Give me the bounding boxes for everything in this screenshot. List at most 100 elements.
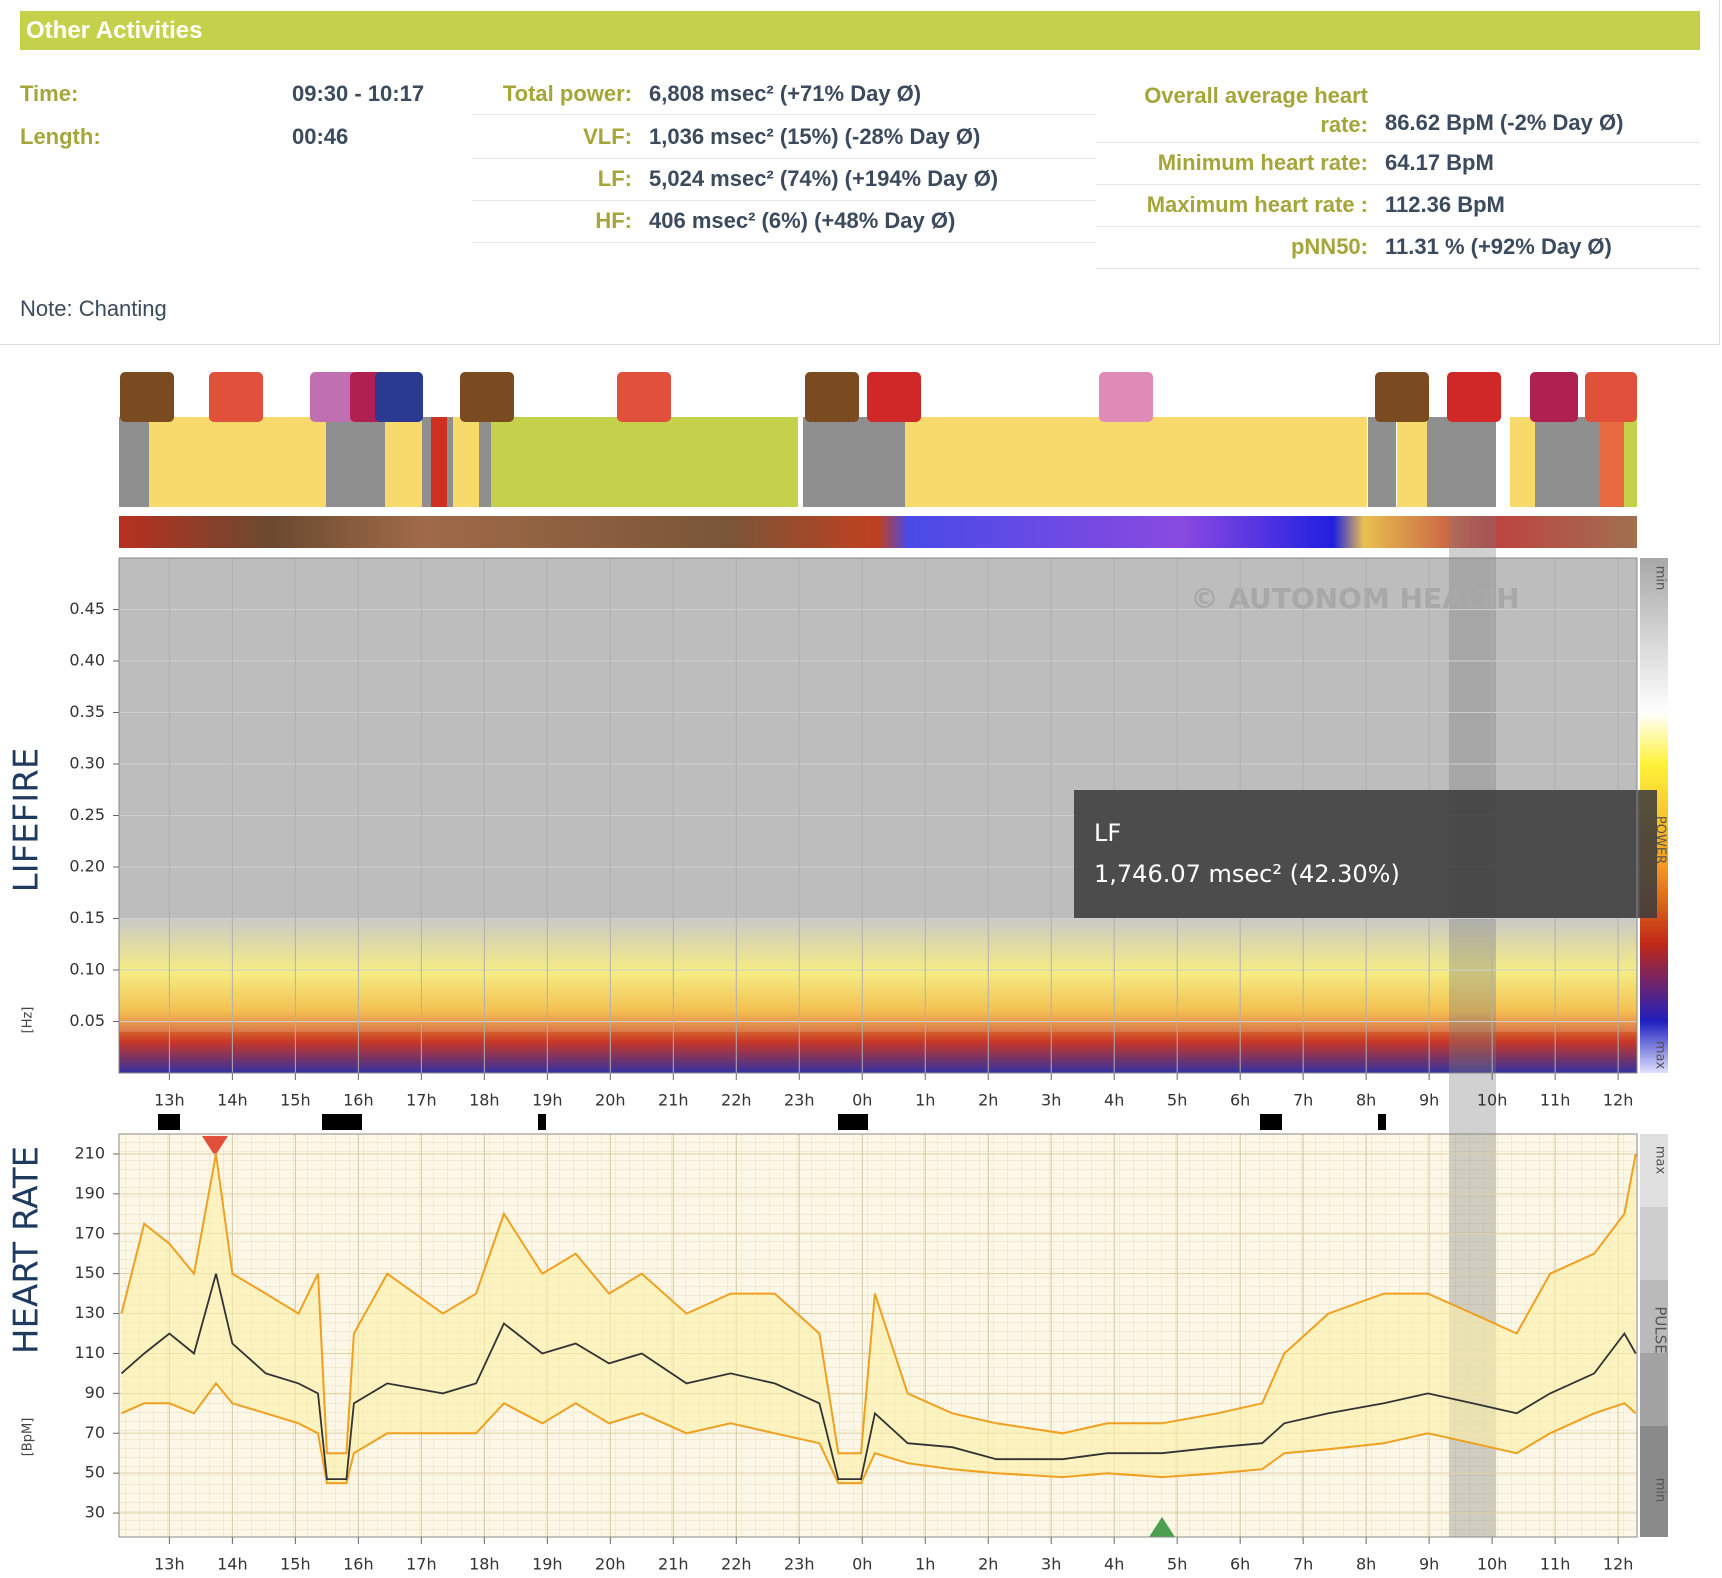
y-tick-label: 110 — [74, 1343, 105, 1362]
note: Note: Chanting — [20, 296, 167, 321]
x-tick-label: 12h — [1603, 1555, 1634, 1574]
label: Overall average heart rate: — [1144, 83, 1368, 137]
x-tick-label: 16h — [343, 1555, 374, 1574]
label: Maximum heart rate : — [1146, 192, 1368, 217]
label: Time: — [20, 81, 79, 106]
pulse-legend — [1640, 1134, 1668, 1537]
activity-bands — [119, 417, 1637, 507]
divider — [472, 158, 1096, 159]
x-tick-label: 18h — [469, 1091, 500, 1110]
x-tick-label: 9h — [1419, 1091, 1439, 1110]
value: 09:30 - 10:17 — [292, 81, 425, 106]
legend-label: max — [1653, 1041, 1668, 1070]
tooltip — [1074, 790, 1657, 918]
x-tick-label: 23h — [784, 1091, 815, 1110]
y-tick-label: 30 — [85, 1503, 105, 1522]
y-tick-label: 0.30 — [69, 754, 105, 773]
x-tick-label: 2h — [978, 1091, 998, 1110]
lf-band — [119, 918, 1637, 1032]
x-tick-label: 4h — [1104, 1555, 1124, 1574]
x-tick-label: 9h — [1419, 1555, 1439, 1574]
label: pNN50: — [1290, 234, 1368, 259]
tooltip-text: 1,746.07 msec² (42.30%) — [1094, 860, 1400, 888]
tooltip-title: LF — [1094, 819, 1121, 847]
value: 6,808 msec² (+71% Day Ø) — [649, 81, 922, 106]
x-tick-label: 21h — [658, 1091, 689, 1110]
x-tick-label: 23h — [784, 1555, 815, 1574]
x-tick-label: 21h — [658, 1555, 689, 1574]
y-tick-label: 70 — [85, 1423, 105, 1442]
value: 00:46 — [292, 124, 349, 149]
x-tick-label: 15h — [280, 1091, 311, 1110]
plot-frame — [118, 557, 1638, 1074]
x-tick-label: 10h — [1477, 1555, 1508, 1574]
x-tick-label: 8h — [1356, 1091, 1376, 1110]
x-tick-label: 11h — [1540, 1555, 1571, 1574]
x-tick-label: 2h — [978, 1555, 998, 1574]
y-tick-label: 190 — [74, 1183, 105, 1202]
divider — [472, 114, 1096, 115]
x-tick-label: 19h — [532, 1555, 563, 1574]
min-marker — [1149, 1517, 1175, 1537]
x-tick-label: 3h — [1041, 1091, 1061, 1110]
legend-label: max — [1653, 1146, 1668, 1175]
hr-mean-line — [120, 1273, 1637, 1480]
x-tick-label: 22h — [721, 1555, 752, 1574]
x-tick-label: 17h — [406, 1555, 437, 1574]
x-tick-label: 3h — [1041, 1555, 1061, 1574]
x-tick-label: 11h — [1540, 1091, 1571, 1110]
divider — [1096, 268, 1700, 269]
x-tick-label: 17h — [406, 1091, 437, 1110]
x-tick-label: 0h — [852, 1091, 872, 1110]
label: Minimum heart rate: — [1157, 150, 1368, 175]
hr-range — [121, 1153, 1636, 1484]
x-tick-label: 18h — [469, 1555, 500, 1574]
hr-band-line — [121, 1381, 1637, 1485]
y-tick-label: 0.40 — [69, 651, 105, 670]
x-tick-label: 14h — [217, 1555, 248, 1574]
y-tick-label: 0.25 — [69, 805, 105, 824]
state-strip — [119, 516, 1637, 548]
divider — [472, 242, 1096, 243]
value: 112.36 BpM — [1385, 192, 1505, 217]
y-tick-label: 50 — [85, 1463, 105, 1482]
label: Length: — [20, 124, 101, 149]
sleep-markers — [158, 1114, 1386, 1130]
info-panel — [0, 0, 1720, 345]
x-tick-label: 13h — [154, 1555, 185, 1574]
x-tick-label: 6h — [1230, 1555, 1250, 1574]
x-tick-label: 22h — [721, 1091, 752, 1110]
x-tick-label: 5h — [1167, 1555, 1187, 1574]
x-tick-label: 7h — [1293, 1555, 1313, 1574]
label: HF: — [595, 208, 632, 233]
legend-label: PULSE — [1652, 1306, 1670, 1353]
x-tick-label: 15h — [280, 1555, 311, 1574]
y-tick-label: 0.20 — [69, 857, 105, 876]
y-tick-label: 210 — [74, 1143, 105, 1162]
divider — [1096, 226, 1700, 227]
y-tick-label: 0.15 — [69, 908, 105, 927]
y-tick-label: 0.45 — [69, 599, 105, 618]
value: 86.62 BpM (-2% Day Ø) — [1385, 110, 1624, 135]
label: Total power: — [502, 81, 632, 106]
divider — [1096, 184, 1700, 185]
x-tick-label: 16h — [343, 1091, 374, 1110]
y-tick-label: 170 — [74, 1223, 105, 1242]
x-tick-label: 6h — [1230, 1091, 1250, 1110]
label: VLF: — [583, 124, 632, 149]
y-tick-label: 0.35 — [69, 702, 105, 721]
spectrogram-heat — [119, 918, 1637, 1073]
x-tick-label: 5h — [1167, 1091, 1187, 1110]
x-tick-label: 19h — [532, 1091, 563, 1110]
activity-icons — [120, 372, 1637, 422]
value: 406 msec² (6%) (+48% Day Ø) — [649, 208, 956, 233]
y-tick-label: 0.10 — [69, 960, 105, 979]
y-tick-label: 150 — [74, 1263, 105, 1282]
x-tick-label: 12h — [1603, 1091, 1634, 1110]
x-tick-label: 1h — [915, 1555, 935, 1574]
panel-title: HEART RATE — [7, 1146, 47, 1354]
value: 64.17 BpM — [1385, 150, 1494, 175]
value: 5,024 msec² (74%) (+194% Day Ø) — [649, 166, 999, 191]
panel-title: LIFEFIRE — [7, 748, 47, 893]
